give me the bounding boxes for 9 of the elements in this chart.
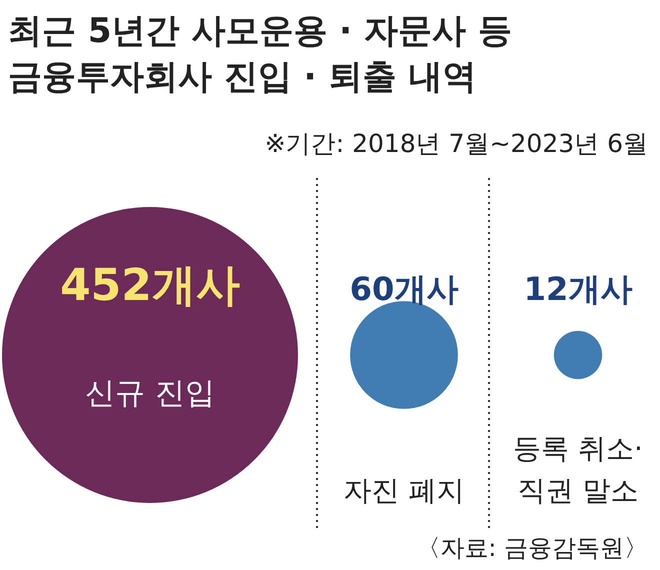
data-label: 12개사 [524,270,632,308]
text: 최근 5년간 사모운용 · 자문사 등 금융투자회사 진입 · 퇴출 내역 [8,11,512,97]
text: 〈자료: 금융감독원〉 [416,534,648,562]
data-label: 60개사 [350,270,458,308]
category-label: 등록 취소·직권 말소 [513,432,643,507]
data-label: 452개사 [60,260,240,311]
category-label: 신규 진입 [85,376,215,411]
category-label: 자진 폐지 [344,474,464,507]
text: ※기간: 2018년 7월~2023년 6월 [264,129,648,158]
